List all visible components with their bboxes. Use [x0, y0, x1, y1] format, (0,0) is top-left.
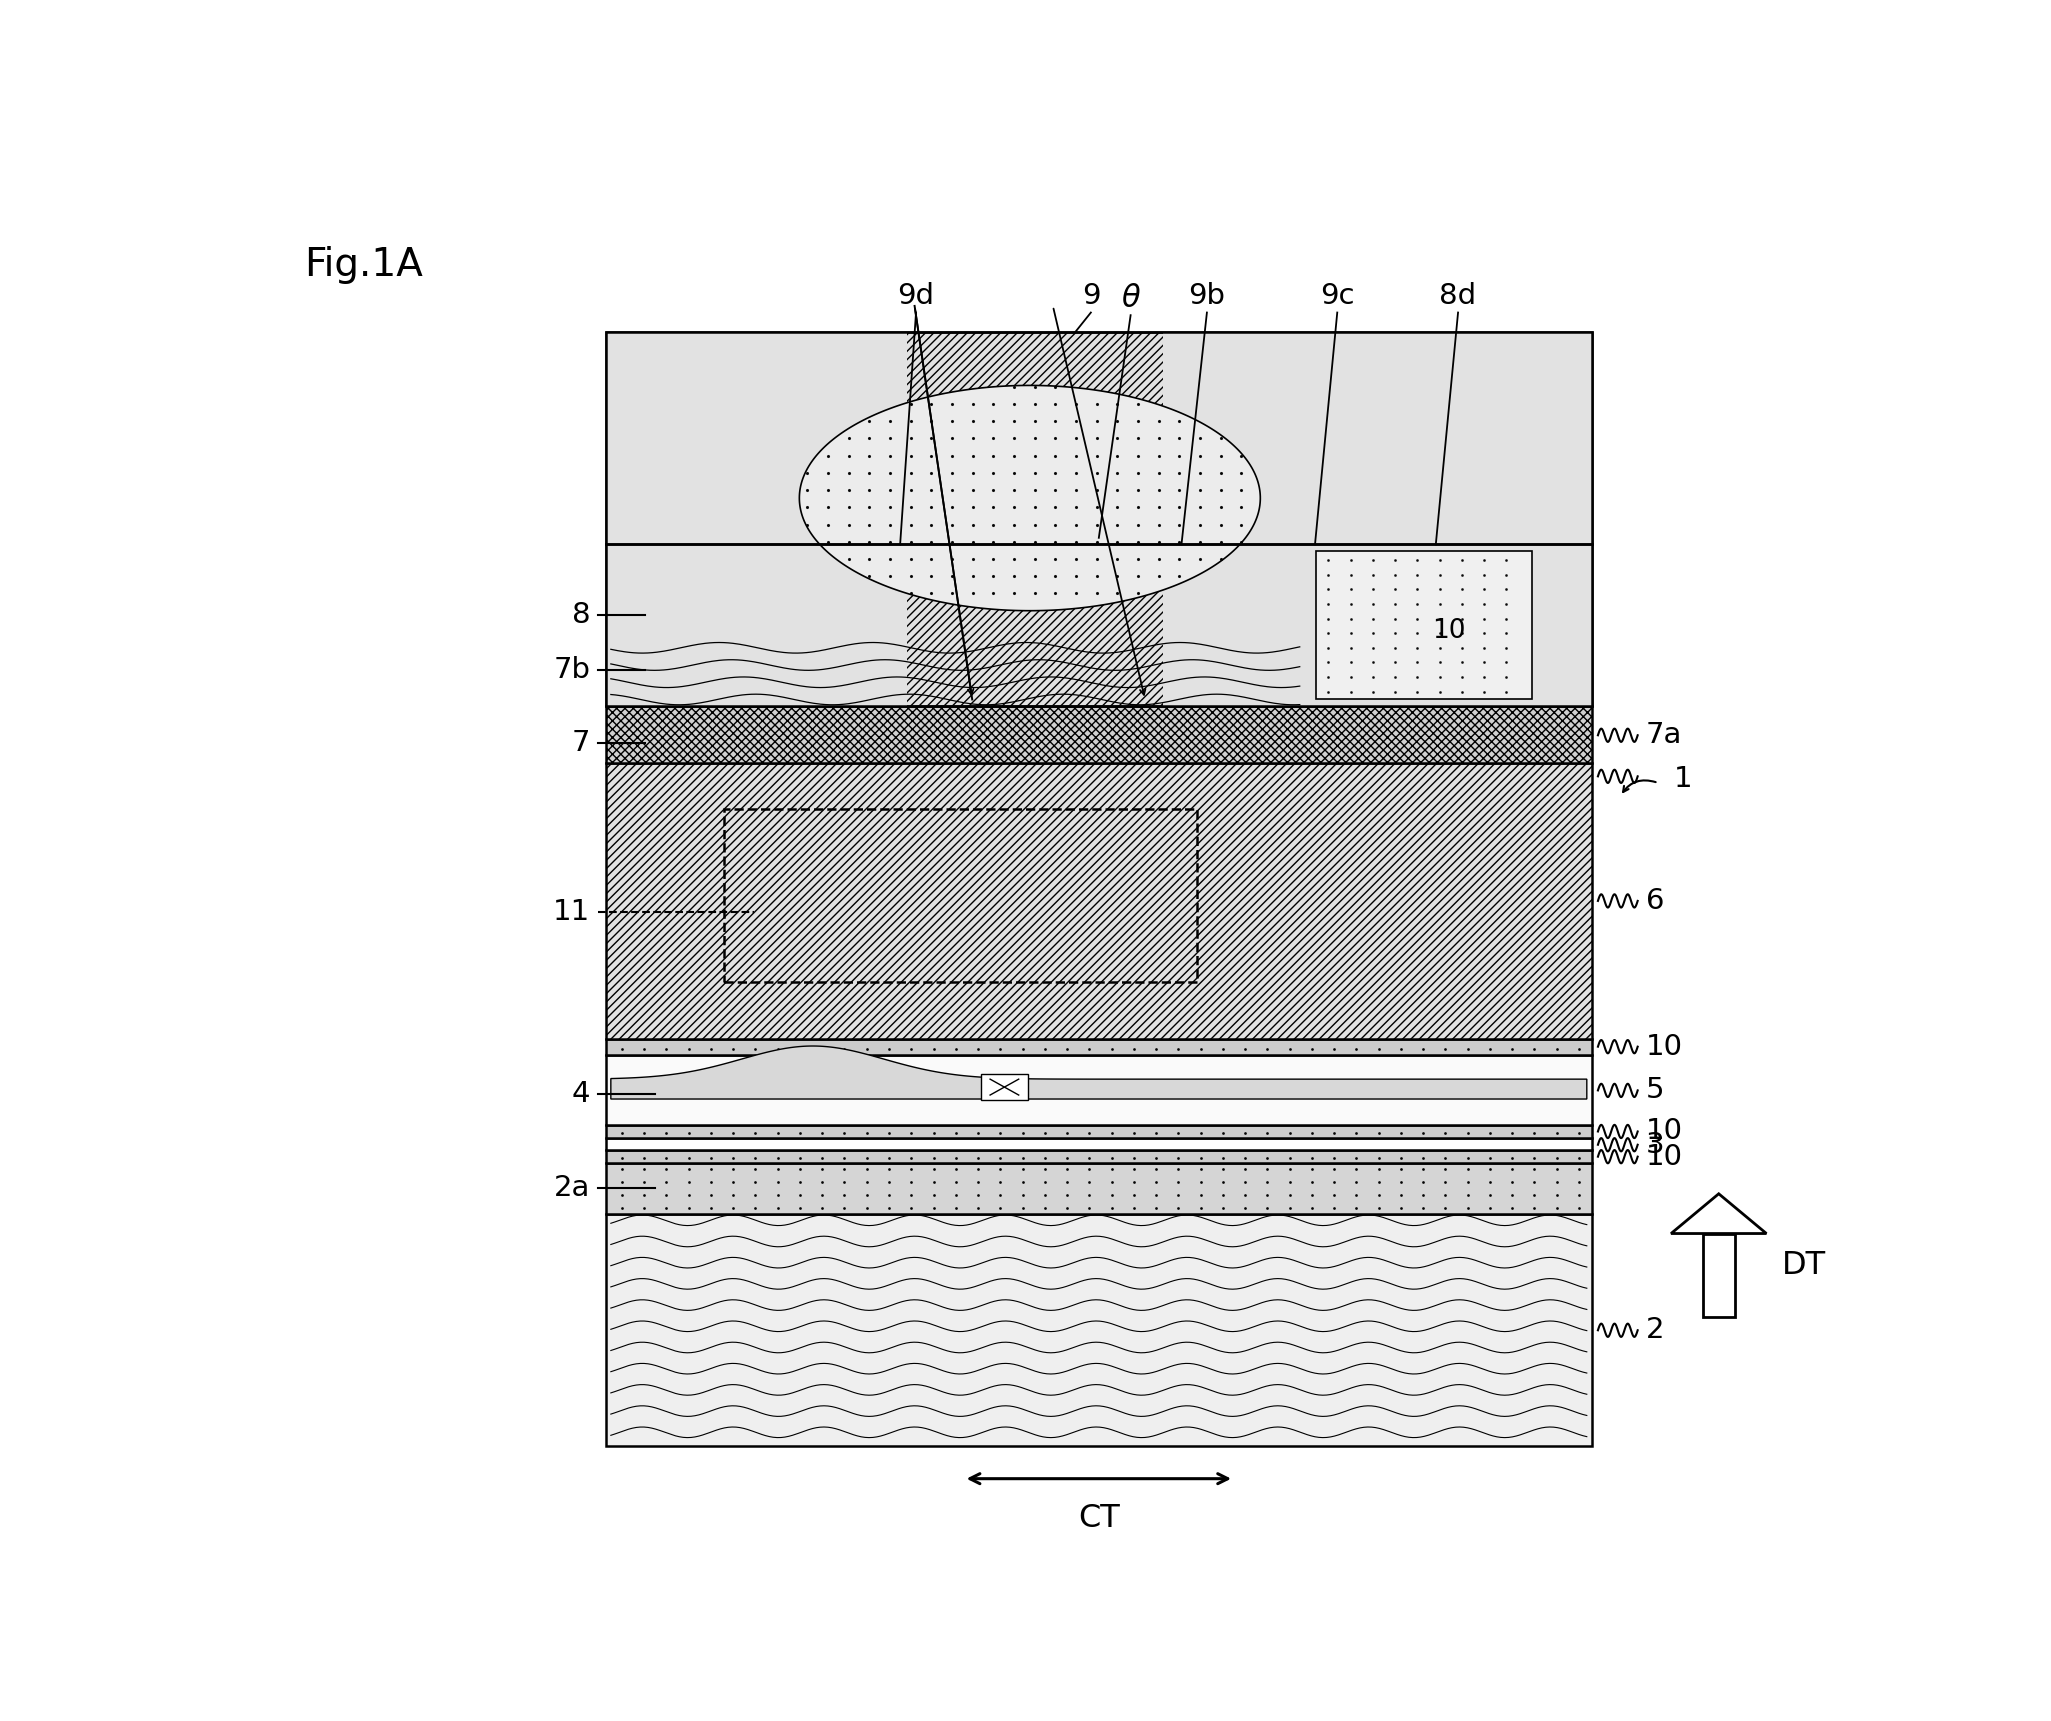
Bar [607, 1055, 1592, 1126]
Text: 7: 7 [572, 730, 591, 757]
Text: 9c: 9c [1321, 282, 1354, 310]
Bar [607, 544, 1592, 706]
Text: 10: 10 [1645, 1143, 1682, 1170]
Text: 8d: 8d [1440, 282, 1477, 310]
Polygon shape [1672, 1194, 1766, 1234]
Text: 2: 2 [1645, 1317, 1663, 1344]
Bar [607, 706, 1592, 762]
Text: 9: 9 [1081, 282, 1099, 310]
Text: 7b: 7b [554, 656, 591, 685]
Text: 7a: 7a [1645, 721, 1682, 749]
Bar [724, 809, 1198, 981]
Polygon shape [611, 1046, 1587, 1100]
Text: 10: 10 [1645, 1117, 1682, 1146]
Bar [607, 1126, 1592, 1138]
Text: 10: 10 [1645, 1033, 1682, 1060]
Text: $\theta$: $\theta$ [1120, 284, 1140, 313]
Bar [607, 332, 907, 706]
Bar [607, 1138, 1592, 1150]
Text: 10: 10 [1432, 618, 1464, 644]
Text: 9d: 9d [898, 282, 935, 310]
Text: 2a: 2a [554, 1174, 591, 1203]
Polygon shape [800, 386, 1259, 611]
Bar [1163, 332, 1592, 706]
Bar [607, 332, 1592, 544]
Text: 9b: 9b [1188, 282, 1224, 310]
Text: CT: CT [1079, 1502, 1120, 1533]
Bar [607, 1150, 1592, 1163]
Text: 3: 3 [1645, 1131, 1663, 1158]
Text: 11: 11 [554, 898, 591, 926]
Bar [607, 544, 1592, 706]
Text: 6: 6 [1645, 886, 1663, 916]
Bar [607, 1039, 1592, 1055]
Bar [1702, 1234, 1735, 1317]
Bar [980, 1074, 1028, 1100]
Text: 8: 8 [572, 601, 591, 628]
Text: 1: 1 [1674, 766, 1692, 793]
Bar [1315, 551, 1532, 699]
Text: 4: 4 [572, 1081, 591, 1108]
Bar [607, 1213, 1592, 1446]
Bar [607, 1163, 1592, 1213]
Text: DT: DT [1782, 1249, 1827, 1280]
Bar [607, 762, 1592, 1039]
Text: Fig.1A: Fig.1A [304, 246, 423, 284]
Text: 5: 5 [1645, 1076, 1663, 1105]
Bar [607, 332, 1592, 544]
